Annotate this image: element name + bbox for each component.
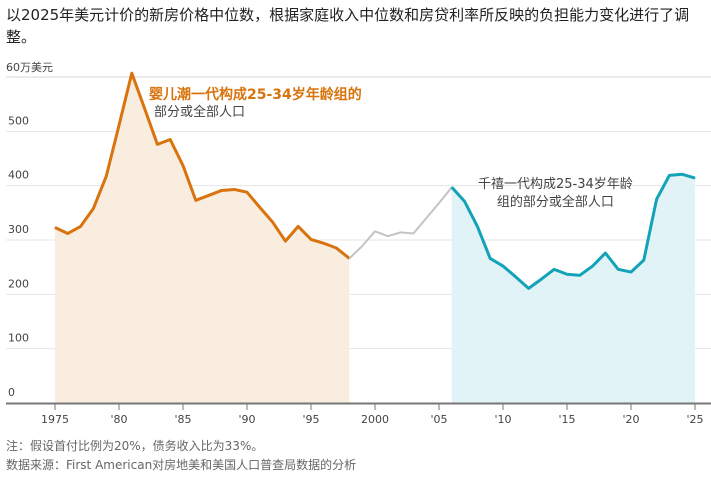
boomer-point — [297, 225, 299, 227]
millennial-point — [553, 268, 555, 270]
millennial-line — [450, 172, 696, 290]
y-tick-label: 400 — [8, 169, 29, 182]
boomer-point — [169, 138, 171, 140]
gap-line — [348, 186, 453, 260]
millennial-point — [668, 174, 670, 176]
boomer-annotation-line2: 部分或全部人口 — [154, 105, 246, 120]
millennial-point — [643, 259, 645, 261]
y-tick-label: 500 — [8, 114, 29, 127]
gap-point — [387, 235, 389, 237]
y-tick-label: 200 — [8, 277, 29, 290]
boomer-point — [220, 190, 222, 192]
millennial-point — [630, 271, 632, 273]
boomer-point — [105, 175, 107, 177]
millennial-point — [464, 200, 466, 202]
gap-point — [438, 202, 440, 204]
y-tick-label: 0 — [8, 386, 15, 399]
millennial-annotation-line1: 千禧一代构成25-34岁年龄 — [478, 177, 633, 192]
x-tick-label: 1975 — [41, 413, 69, 426]
millennial-point — [528, 287, 530, 289]
boomer-point — [182, 165, 184, 167]
boomer-point — [246, 191, 248, 193]
boomer-point — [284, 240, 286, 242]
boomer-point — [144, 108, 146, 110]
boomer-annotation-line1: 婴儿潮一代构成25-34岁年龄组的 — [149, 87, 362, 103]
gap-point — [374, 230, 376, 232]
millennial-annotation-line2: 组的部分或全部人口 — [496, 195, 614, 210]
boomer-point — [92, 207, 94, 209]
x-tick-label: '20 — [622, 413, 639, 426]
millennial-point — [540, 278, 542, 280]
x-tick-label: '85 — [174, 413, 191, 426]
footnote: 注：假设首付比例为20%，债务收入比为33%。 — [6, 439, 264, 453]
millennial-point — [451, 186, 453, 188]
boomer-point — [131, 72, 133, 74]
y-tick-label: 100 — [8, 332, 29, 345]
y-tick-label: 300 — [8, 223, 29, 236]
millennial-point — [592, 265, 594, 267]
boomer-point — [195, 199, 197, 201]
x-tick-label: 2000 — [361, 413, 389, 426]
millennial-point — [656, 198, 658, 200]
millennial-point — [489, 257, 491, 259]
x-tick-label: '90 — [238, 413, 255, 426]
x-tick-label: '80 — [110, 413, 127, 426]
millennial-point — [566, 273, 568, 275]
boomer-point — [272, 221, 274, 223]
boomer-point — [67, 232, 69, 234]
gap-point — [425, 217, 427, 219]
boomer-point — [156, 143, 158, 145]
boomer-point — [233, 188, 235, 190]
boomer-point — [259, 206, 261, 208]
millennial-annotation: 千禧一代构成25-34岁年龄 组的部分或全部人口 — [478, 176, 633, 212]
millennial-point — [617, 268, 619, 270]
boomer-point — [310, 238, 312, 240]
x-tick-label: '05 — [430, 413, 447, 426]
millennial-point — [476, 225, 478, 227]
millennial-point — [579, 274, 581, 276]
x-tick-label: '15 — [558, 413, 575, 426]
millennial-point — [694, 177, 696, 179]
millennial-point — [502, 265, 504, 267]
millennial-point — [604, 252, 606, 254]
boomer-point — [323, 242, 325, 244]
boomer-area — [55, 73, 350, 404]
source-note: 数据来源：First American对房地美和美国人口普查局数据的分析 — [6, 458, 357, 472]
chart-title: 以2025年美元计价的新房价格中位数，根据家庭收入中位数和房贷利率所反映的负担能… — [6, 6, 690, 46]
gap-point — [348, 257, 350, 259]
millennial-area — [451, 174, 695, 403]
x-tick-label: '10 — [494, 413, 511, 426]
boomer-point — [208, 194, 210, 196]
gap-point — [412, 232, 414, 234]
boomer-point — [118, 124, 120, 126]
boomer-point — [80, 225, 82, 227]
y-axis-unit: 60万美元 — [6, 61, 53, 74]
gap-point — [400, 231, 402, 233]
millennial-point — [515, 276, 517, 278]
boomer-line — [54, 71, 351, 260]
x-tick-label: '95 — [302, 413, 319, 426]
boomer-point — [54, 227, 56, 229]
x-tick-label: '25 — [686, 413, 703, 426]
boomer-point — [336, 247, 338, 249]
boomer-annotation: 婴儿潮一代构成25-34岁年龄组的 部分或全部人口 — [149, 86, 362, 122]
millennial-point — [681, 173, 683, 175]
gap-point — [361, 245, 363, 247]
